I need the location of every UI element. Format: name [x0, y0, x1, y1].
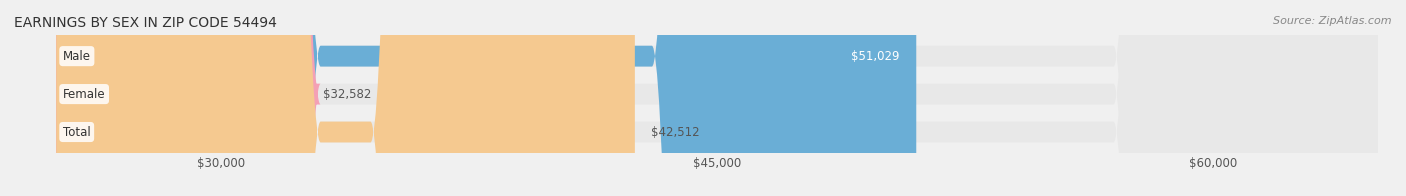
Text: $32,582: $32,582 [323, 88, 371, 101]
FancyBboxPatch shape [56, 0, 1378, 196]
Text: Source: ZipAtlas.com: Source: ZipAtlas.com [1274, 16, 1392, 26]
FancyBboxPatch shape [42, 0, 321, 196]
Text: Male: Male [63, 50, 91, 63]
Text: $51,029: $51,029 [851, 50, 900, 63]
Text: Total: Total [63, 125, 90, 139]
FancyBboxPatch shape [56, 0, 917, 196]
Text: EARNINGS BY SEX IN ZIP CODE 54494: EARNINGS BY SEX IN ZIP CODE 54494 [14, 16, 277, 30]
FancyBboxPatch shape [56, 0, 1378, 196]
FancyBboxPatch shape [56, 0, 1378, 196]
FancyBboxPatch shape [56, 0, 636, 196]
Text: Female: Female [63, 88, 105, 101]
Text: $42,512: $42,512 [651, 125, 700, 139]
